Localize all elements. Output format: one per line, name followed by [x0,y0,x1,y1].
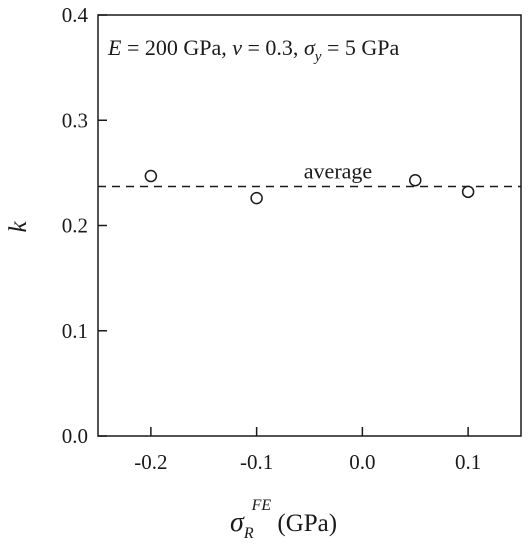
annotation-e-symbol: E [107,35,122,60]
x-axis-title: σR FE (GPa) [230,497,337,542]
y-tick-label: 0.4 [62,3,89,27]
data-point [461,185,475,199]
x-tick-label: -0.2 [134,450,167,474]
y-tick-label: 0.2 [62,214,88,238]
annotation-sigma-value: = 5 GPa [321,35,399,60]
data-points [144,169,475,205]
data-point [144,169,158,183]
data-point [250,191,263,205]
annotation-sigma-symbol: σ [304,35,316,60]
parameters-annotation: E = 200 GPa, ν = 0.3, σy = 5 GPa [107,35,399,65]
annotation-sigma-subscript: y [313,49,322,65]
x-axis-subscript: R [243,525,254,542]
average-label: average [304,159,372,184]
axis-ticks: -0.2 -0.1 0.0 0.1 0.0 0.1 0.2 0.3 0.4 [62,3,482,474]
x-axis-unit: (GPa) [271,510,337,537]
annotation-nu-symbol: ν [232,35,242,60]
y-axis-title: k [5,221,32,233]
x-axis-sigma-symbol: σ [230,507,245,538]
average-line-group: average [98,159,521,188]
y-tick-label: 0.0 [62,424,88,448]
x-tick-label: 0.1 [455,450,481,474]
y-tick-label: 0.1 [62,319,88,343]
annotation-nu-value: = 0.3, [242,35,304,60]
x-tick-label: -0.1 [240,450,273,474]
annotation-e-value: = 200 GPa, [121,35,232,60]
x-tick-label: 0.0 [349,450,375,474]
plot-frame [97,14,522,437]
data-point [409,173,422,187]
x-axis-superscript: FE [251,497,272,514]
y-tick-label: 0.3 [62,108,88,132]
